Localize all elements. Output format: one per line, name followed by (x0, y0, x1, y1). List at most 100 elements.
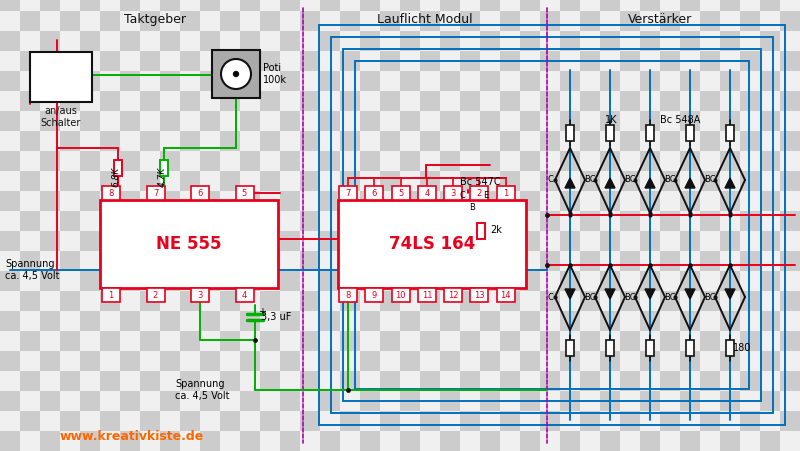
Bar (200, 71, 220, 91)
Text: 7: 7 (346, 189, 350, 198)
Text: 2k: 2k (490, 225, 502, 235)
Bar (100, 151, 120, 171)
Bar (380, 391, 400, 411)
Bar (200, 111, 220, 131)
Bar (620, 71, 640, 91)
Text: 5: 5 (398, 189, 403, 198)
Bar (220, 271, 240, 291)
Bar (120, 391, 140, 411)
Bar (680, 71, 700, 91)
Bar (0, 31, 20, 51)
Bar (620, 211, 640, 231)
Bar (360, 51, 380, 71)
Bar (0, 271, 20, 291)
Bar (680, 211, 700, 231)
Bar (480, 431, 500, 451)
Bar (260, 31, 280, 51)
Bar (620, 131, 640, 151)
Bar (280, 271, 300, 291)
Bar (780, 331, 800, 351)
Bar (360, 231, 380, 251)
Bar (160, 0, 180, 11)
Bar (480, 111, 500, 131)
Bar (460, 71, 480, 91)
Bar (400, 231, 420, 251)
Bar (120, 151, 140, 171)
Bar (720, 271, 740, 291)
Bar (680, 371, 700, 391)
Text: Spannung
ca. 4,5 Volt: Spannung ca. 4,5 Volt (175, 379, 230, 401)
Bar (600, 91, 620, 111)
Bar (600, 111, 620, 131)
Bar (560, 411, 580, 431)
Text: 5: 5 (242, 189, 247, 198)
Bar (220, 391, 240, 411)
Bar (620, 291, 640, 311)
Bar (319, 25, 785, 425)
Bar (480, 251, 500, 271)
Bar (220, 91, 240, 111)
Bar (440, 11, 460, 31)
Bar (339, 288, 357, 302)
Circle shape (234, 72, 238, 77)
Bar (120, 111, 140, 131)
Bar (320, 31, 340, 51)
Bar (20, 411, 40, 431)
Bar (500, 371, 520, 391)
Bar (343, 49, 761, 401)
Bar (380, 411, 400, 431)
Bar (497, 186, 514, 200)
Bar (480, 311, 500, 331)
Bar (540, 91, 560, 111)
Bar (0, 71, 20, 91)
Bar (540, 111, 560, 131)
Bar (700, 211, 720, 231)
Bar (460, 91, 480, 111)
Bar (560, 91, 580, 111)
Bar (200, 231, 220, 251)
Bar (780, 191, 800, 211)
Bar (60, 0, 80, 11)
Bar (760, 51, 780, 71)
Bar (420, 171, 440, 191)
Bar (360, 91, 380, 111)
Bar (280, 151, 300, 171)
Bar (180, 71, 200, 91)
Bar (300, 411, 320, 431)
Bar (120, 331, 140, 351)
Bar (20, 271, 40, 291)
Bar (660, 411, 680, 431)
Bar (720, 111, 740, 131)
Bar (360, 431, 380, 451)
Bar (640, 411, 660, 431)
Text: 74LS 164: 74LS 164 (389, 235, 475, 253)
Bar (0, 11, 20, 31)
Polygon shape (685, 178, 695, 188)
Bar (700, 131, 720, 151)
Bar (700, 51, 720, 71)
Bar (540, 371, 560, 391)
Bar (418, 288, 436, 302)
Bar (300, 31, 320, 51)
Bar (520, 231, 540, 251)
Bar (120, 271, 140, 291)
Bar (420, 211, 440, 231)
Bar (340, 411, 360, 431)
Bar (680, 0, 700, 11)
Bar (260, 431, 280, 451)
Bar (640, 11, 660, 31)
Bar (0, 231, 20, 251)
Bar (760, 331, 780, 351)
Bar (420, 331, 440, 351)
Bar (660, 351, 680, 371)
Bar (100, 111, 120, 131)
Bar (606, 125, 614, 141)
Bar (740, 291, 760, 311)
Text: Bc 547C: Bc 547C (460, 177, 501, 187)
Bar (280, 51, 300, 71)
Bar (120, 351, 140, 371)
Polygon shape (645, 178, 655, 188)
Bar (418, 186, 436, 200)
Bar (360, 0, 380, 11)
Bar (80, 311, 100, 331)
